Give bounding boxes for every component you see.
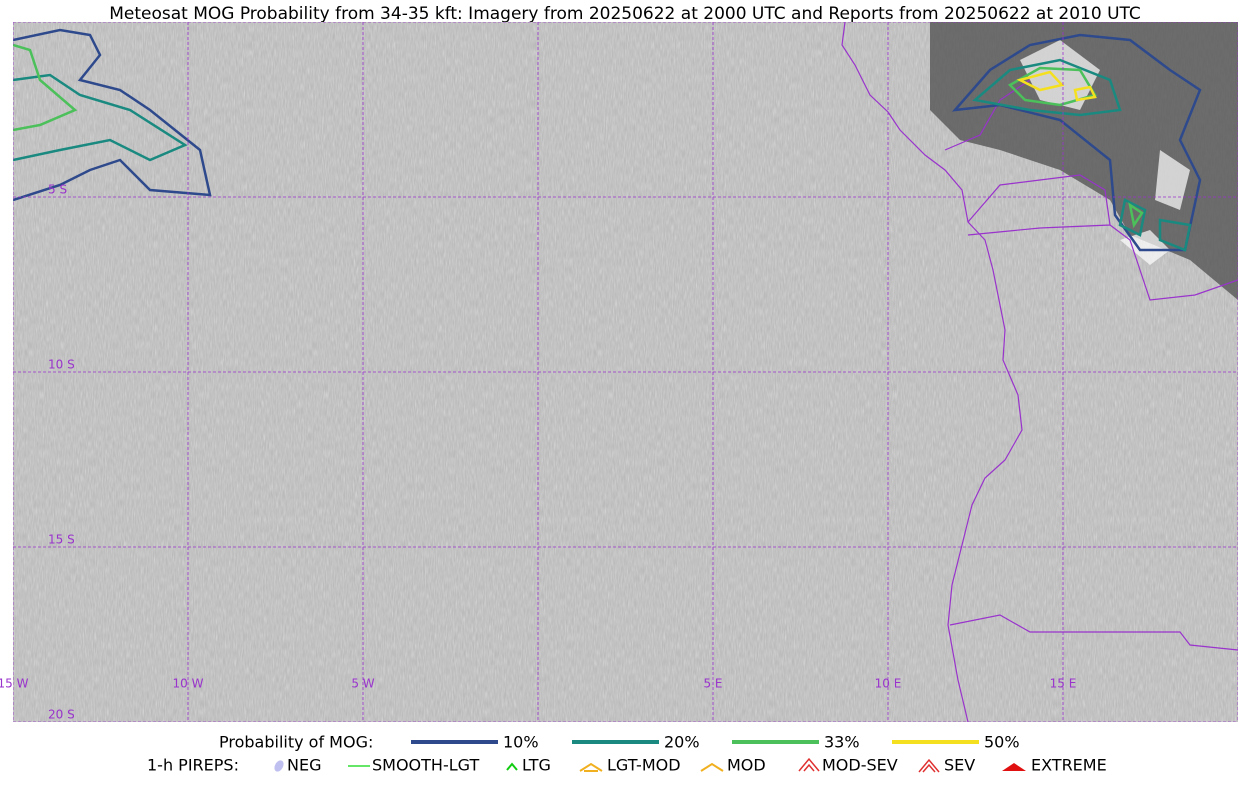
lat-label: 5 S [48, 183, 67, 197]
legend-icon [579, 762, 603, 772]
legend-title: 1-h PIREPS: [147, 756, 239, 775]
lon-label: 10 E [875, 677, 902, 691]
lat-label: 20 S [48, 708, 75, 722]
legend-label: EXTREME [1031, 756, 1107, 775]
legend-label: 10% [503, 733, 539, 752]
legend-label: 33% [824, 733, 860, 752]
mog-contours [13, 28, 1202, 252]
lat-label: 15 S [48, 533, 75, 547]
legend-label: MOD-SEV [822, 756, 898, 775]
bright-clouds [1020, 40, 1190, 265]
legend-label: 20% [664, 733, 700, 752]
title: Meteosat MOG Probability from 34-35 kft:… [109, 4, 1141, 24]
legend-icon [798, 757, 820, 772]
legend-label: LGT-MOD [607, 756, 681, 775]
legend-icon [700, 762, 724, 772]
lon-label: 5 W [351, 677, 374, 691]
legend-icon [274, 760, 284, 772]
map [13, 22, 1238, 722]
legend-title: Probability of MOG: [219, 733, 373, 752]
lon-label: 15 E [1050, 677, 1077, 691]
legend-label: NEG [287, 756, 321, 775]
legend-icon [506, 762, 518, 771]
lon-label: 15 W [0, 677, 29, 691]
graticule [13, 22, 1238, 722]
lat-label: 10 S [48, 358, 75, 372]
legend-icon [1002, 763, 1026, 771]
legend-label: SEV [944, 756, 975, 775]
legend-label: MOD [727, 756, 766, 775]
lon-label: 10 W [173, 677, 204, 691]
legend-label: 50% [984, 733, 1020, 752]
legend-label: LTG [522, 756, 551, 775]
legend: 10% 20% 33% 50% NEG SMOOTH-LGT LTG LGT-MOD MOD MO… [274, 733, 1107, 775]
lon-label: 5 E [703, 677, 722, 691]
legend-label: SMOOTH-LGT [372, 756, 479, 775]
legend-icon [918, 758, 940, 773]
coastline [841, 22, 1238, 722]
